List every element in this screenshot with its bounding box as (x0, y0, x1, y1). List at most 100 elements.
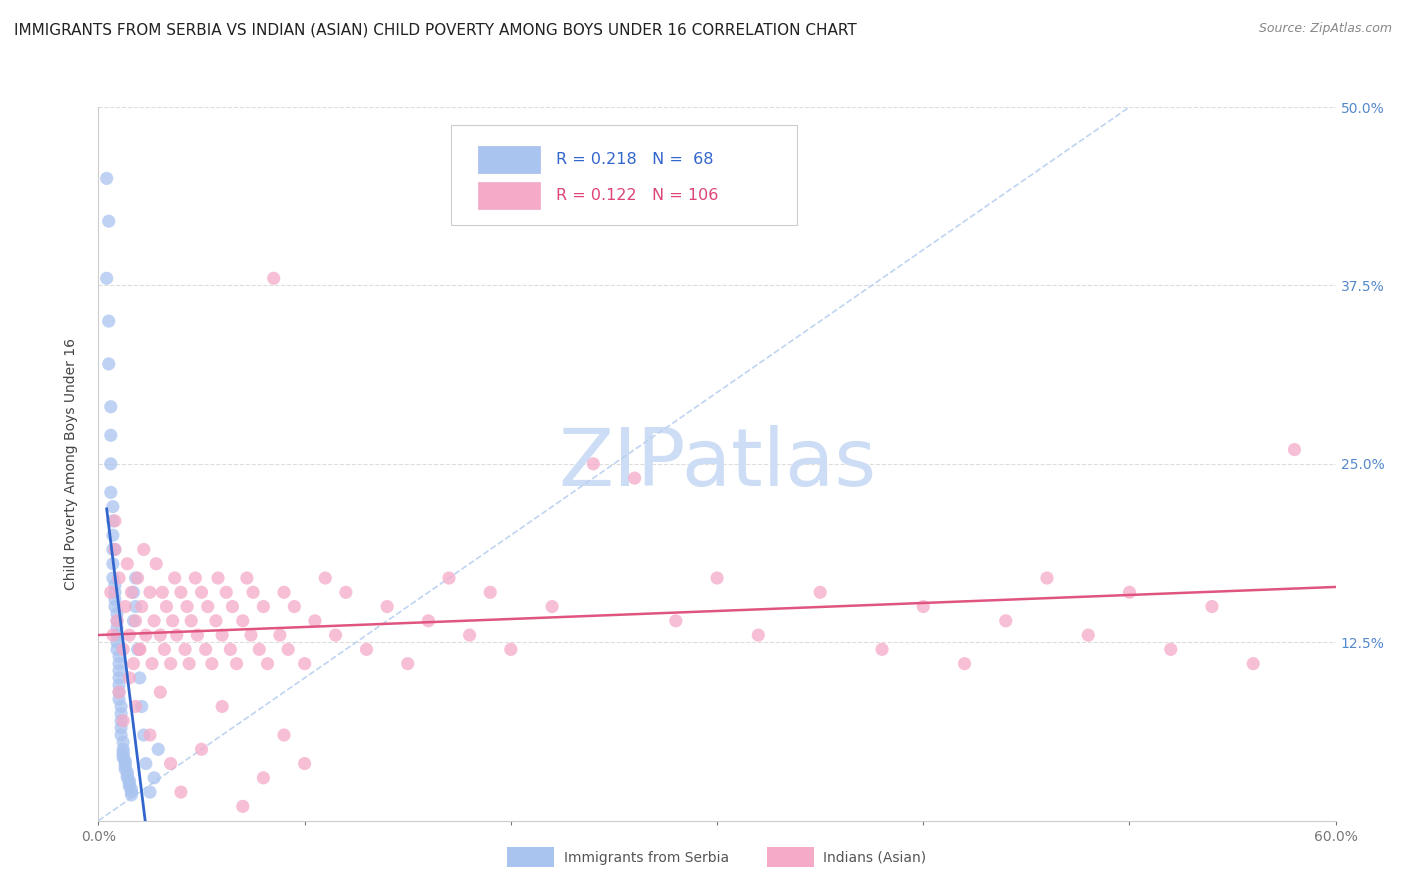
Point (101, 571, 124, 585)
Point (273, 728, 295, 742)
Point (148, 742, 170, 756)
Point (131, 699, 153, 714)
Point (127, 642, 149, 657)
Point (139, 785, 162, 799)
Point (375, 599, 398, 614)
Point (105, 621, 128, 635)
Point (104, 599, 127, 614)
Point (110, 721, 132, 735)
Point (108, 685, 131, 699)
Point (127, 571, 149, 585)
Point (122, 614, 145, 628)
Point (418, 614, 440, 628)
Point (176, 599, 198, 614)
Point (1160, 642, 1182, 657)
Point (108, 664, 131, 678)
Point (112, 745, 135, 759)
Point (104, 592, 127, 607)
Point (112, 751, 135, 765)
Point (582, 457, 605, 471)
Text: Immigrants from Serbia: Immigrants from Serbia (564, 851, 728, 864)
Text: ZIPatlas: ZIPatlas (558, 425, 876, 503)
Point (1201, 599, 1223, 614)
Point (1241, 657, 1264, 671)
Text: R = 0.218   N =  68: R = 0.218 N = 68 (557, 152, 714, 167)
Point (104, 578, 127, 592)
Point (131, 599, 153, 614)
Point (170, 785, 193, 799)
Point (101, 542, 124, 557)
Point (240, 628, 263, 642)
Bar (478, 146, 540, 173)
Point (117, 768, 139, 782)
Point (179, 657, 201, 671)
Point (194, 642, 217, 657)
Point (100, 428, 122, 442)
Point (101, 557, 124, 571)
Bar (506, 847, 554, 867)
Point (706, 571, 728, 585)
Point (294, 657, 316, 671)
Point (108, 649, 131, 664)
Point (112, 735, 135, 749)
Point (135, 628, 157, 642)
Point (252, 599, 274, 614)
Point (128, 642, 150, 657)
Point (314, 571, 336, 585)
Point (105, 614, 128, 628)
Point (163, 571, 186, 585)
Point (135, 756, 157, 771)
Point (100, 457, 122, 471)
Point (479, 585, 502, 599)
Point (1077, 628, 1099, 642)
Point (108, 571, 131, 585)
Point (139, 585, 162, 599)
Point (114, 754, 136, 768)
Point (277, 642, 299, 657)
Point (263, 271, 285, 285)
Point (870, 642, 893, 657)
Point (170, 585, 193, 599)
Point (108, 685, 131, 699)
Point (100, 400, 122, 414)
Point (541, 599, 564, 614)
Point (184, 571, 207, 585)
Point (256, 657, 278, 671)
Y-axis label: Child Poverty Among Boys Under 16: Child Poverty Among Boys Under 16 (63, 338, 77, 590)
Point (114, 599, 136, 614)
Point (117, 557, 139, 571)
Text: Indians (Asian): Indians (Asian) (824, 851, 927, 864)
Point (149, 628, 172, 642)
Point (128, 642, 150, 657)
Point (124, 614, 146, 628)
Point (114, 759, 136, 773)
Point (356, 642, 378, 657)
Bar (478, 182, 540, 209)
Point (104, 585, 127, 599)
Point (273, 585, 295, 599)
Point (97, 314, 120, 328)
Point (120, 585, 142, 599)
Point (190, 585, 212, 599)
Point (120, 785, 142, 799)
Point (114, 756, 136, 771)
Point (335, 585, 357, 599)
Point (252, 771, 274, 785)
Point (236, 571, 259, 585)
Text: IMMIGRANTS FROM SERBIA VS INDIAN (ASIAN) CHILD POVERTY AMONG BOYS UNDER 16 CORRE: IMMIGRANTS FROM SERBIA VS INDIAN (ASIAN)… (14, 22, 856, 37)
Point (120, 782, 142, 797)
Point (1118, 585, 1140, 599)
Point (100, 485, 122, 500)
Point (174, 642, 197, 657)
Point (128, 671, 150, 685)
Point (499, 642, 522, 657)
Point (117, 771, 139, 785)
Point (104, 542, 127, 557)
Point (110, 706, 132, 721)
Point (232, 799, 254, 814)
Point (101, 500, 124, 514)
Point (105, 614, 128, 628)
Point (139, 728, 162, 742)
Point (232, 614, 254, 628)
Point (242, 585, 264, 599)
